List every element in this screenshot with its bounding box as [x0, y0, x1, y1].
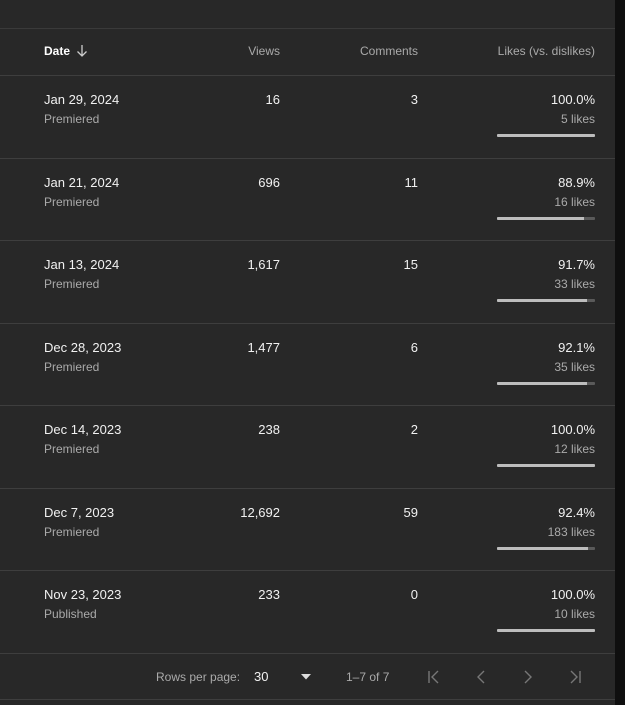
row-likes-percent: 100.0%	[550, 587, 595, 602]
table-header: Date Views Comments Likes (vs. dislikes)	[0, 29, 615, 76]
row-status: Published	[44, 607, 97, 621]
table-body: Jan 29, 2024 Premiered 16 3 100.0% 5 lik…	[0, 76, 615, 654]
table-row[interactable]: Dec 7, 2023 Premiered 12,692 59 92.4% 18…	[0, 489, 615, 571]
header-date-label: Date	[44, 44, 71, 58]
row-date: Nov 23, 2023	[44, 587, 122, 602]
table-row[interactable]: Nov 23, 2023 Published 233 0 100.0% 10 l…	[0, 571, 615, 654]
row-views: 12,692	[240, 504, 280, 520]
table-row[interactable]: Jan 21, 2024 Premiered 696 11 88.9% 16 l…	[0, 159, 615, 241]
bottom-band	[0, 700, 615, 705]
row-comments: 59	[403, 504, 418, 520]
row-comments: 2	[410, 422, 418, 437]
likes-ratio-fill	[497, 299, 587, 302]
row-likes-count: 33 likes	[554, 277, 595, 291]
row-comments: 6	[410, 339, 418, 355]
likes-ratio-bar	[497, 216, 595, 220]
likes-ratio-bar	[497, 629, 595, 632]
likes-ratio-bar	[497, 134, 595, 137]
header-date-sort[interactable]: Date	[44, 44, 88, 58]
row-status: Premiered	[44, 194, 100, 209]
row-views: 238	[258, 422, 280, 437]
rows-per-page-select[interactable]: 30	[254, 669, 269, 684]
row-status: Premiered	[44, 277, 100, 291]
row-likes-count: 12 likes	[554, 442, 595, 456]
row-comments: 11	[404, 174, 419, 190]
row-date: Jan 13, 2024	[44, 257, 120, 272]
row-views: 1,477	[247, 339, 280, 355]
row-likes-count: 183 likes	[547, 524, 595, 539]
row-views: 1,617	[247, 257, 280, 272]
row-likes-count: 10 likes	[554, 607, 595, 621]
likes-ratio-bar	[497, 546, 595, 550]
table-row[interactable]: Dec 14, 2023 Premiered 238 2 100.0% 12 l…	[0, 406, 615, 489]
row-views: 233	[258, 587, 280, 602]
table-row[interactable]: Jan 13, 2024 Premiered 1,617 15 91.7% 33…	[0, 241, 615, 324]
likes-ratio-fill	[497, 546, 588, 550]
row-date: Jan 21, 2024	[44, 174, 120, 190]
row-likes-percent: 91.7%	[558, 257, 595, 272]
top-divider	[0, 28, 615, 29]
row-likes-count: 35 likes	[554, 359, 595, 374]
row-date: Dec 14, 2023	[44, 422, 122, 437]
row-likes-percent: 92.1%	[558, 339, 595, 355]
caret-down-icon[interactable]	[300, 673, 312, 681]
pagination-footer: Rows per page: 30 1–7 of 7	[0, 655, 615, 700]
likes-ratio-fill	[497, 381, 588, 385]
likes-ratio-fill	[497, 629, 595, 632]
row-date: Dec 28, 2023	[44, 339, 122, 355]
row-likes-count: 16 likes	[554, 194, 595, 209]
row-date: Jan 29, 2024	[44, 92, 120, 107]
row-status: Premiered	[44, 442, 100, 456]
row-status: Premiered	[44, 112, 100, 126]
row-views: 16	[265, 92, 280, 107]
likes-ratio-fill	[497, 464, 595, 467]
likes-ratio-fill	[497, 134, 595, 137]
pagination-range: 1–7 of 7	[346, 670, 390, 684]
header-comments[interactable]: Comments	[359, 44, 418, 58]
chevron-left-icon[interactable]	[472, 668, 490, 686]
likes-ratio-bar	[497, 381, 595, 385]
header-views[interactable]: Views	[248, 44, 280, 58]
table-row[interactable]: Dec 28, 2023 Premiered 1,477 6 92.1% 35 …	[0, 324, 615, 406]
arrow-down-icon	[77, 45, 87, 57]
row-likes-count: 5 likes	[560, 112, 595, 126]
likes-ratio-bar	[497, 464, 595, 467]
row-likes-percent: 100.0%	[550, 92, 595, 107]
row-likes-percent: 92.4%	[558, 504, 595, 520]
row-status: Premiered	[44, 524, 100, 539]
row-date: Dec 7, 2023	[44, 504, 115, 520]
likes-ratio-bar	[497, 299, 595, 302]
header-likes[interactable]: Likes (vs. dislikes)	[497, 44, 595, 58]
row-status: Premiered	[44, 359, 100, 374]
row-likes-percent: 88.9%	[558, 174, 595, 190]
page-background-strip	[615, 0, 625, 705]
table-row[interactable]: Jan 29, 2024 Premiered 16 3 100.0% 5 lik…	[0, 76, 615, 159]
row-likes-percent: 100.0%	[550, 422, 595, 437]
last-page-icon[interactable]	[566, 668, 584, 686]
chevron-right-icon[interactable]	[519, 668, 537, 686]
row-comments: 0	[410, 587, 418, 602]
likes-ratio-fill	[497, 216, 585, 220]
row-comments: 3	[410, 92, 418, 107]
row-views: 696	[258, 174, 280, 190]
row-comments: 15	[403, 257, 418, 272]
rows-per-page-label: Rows per page:	[156, 670, 241, 684]
first-page-icon[interactable]	[425, 668, 443, 686]
